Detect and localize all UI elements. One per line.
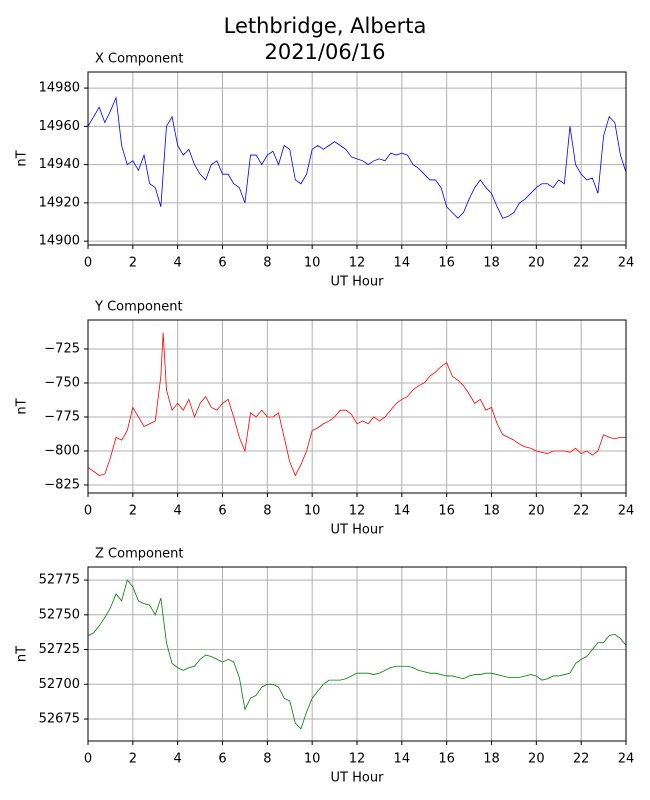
x-tick-label: 18 <box>483 504 500 519</box>
x-axis-label: UT Hour <box>331 523 385 538</box>
x-tick-label: 16 <box>438 256 455 271</box>
x-tick-label: 2 <box>129 504 137 519</box>
y-tick-label: 52675 <box>39 712 80 727</box>
x-tick-label: 6 <box>218 256 226 271</box>
x-tick-label: 4 <box>174 504 182 519</box>
x-tick-label: 8 <box>263 752 271 767</box>
y-tick-label: 52700 <box>39 677 80 692</box>
y-tick-label: −750 <box>44 375 80 390</box>
y-tick-label: 52725 <box>39 642 80 657</box>
x-tick-label: 4 <box>174 752 182 767</box>
x-tick-label: 16 <box>438 504 455 519</box>
x-tick-label: 4 <box>174 256 182 271</box>
y-tick-label: −825 <box>44 477 80 492</box>
x-tick-label: 20 <box>528 752 545 767</box>
figure-title: Lethbridge, Alberta <box>224 14 427 38</box>
y-tick-label: 14920 <box>39 195 80 210</box>
x-axis-label: UT Hour <box>331 771 385 786</box>
x-tick-label: 2 <box>129 752 137 767</box>
panel-title: Y Component <box>94 300 183 315</box>
panel-title: X Component <box>95 52 184 67</box>
x-tick-label: 0 <box>84 752 92 767</box>
y-tick-label: 14940 <box>39 157 80 172</box>
panel-title: Z Component <box>95 547 184 562</box>
y-tick-label: 52750 <box>39 607 80 622</box>
x-tick-label: 0 <box>84 256 92 271</box>
x-tick-label: 12 <box>349 504 366 519</box>
x-tick-label: 14 <box>394 504 411 519</box>
x-tick-label: 8 <box>263 504 271 519</box>
x-tick-label: 22 <box>573 752 590 767</box>
x-tick-label: 6 <box>218 752 226 767</box>
x-tick-label: 10 <box>304 752 321 767</box>
data-line <box>87 96 627 219</box>
x-axis-label: UT Hour <box>331 275 385 290</box>
x-tick-label: 22 <box>573 256 590 271</box>
data-line <box>87 332 626 477</box>
x-tick-label: 18 <box>483 256 500 271</box>
x-tick-label: 2 <box>129 256 137 271</box>
x-tick-label: 20 <box>528 256 545 271</box>
x-tick-label: 12 <box>349 752 366 767</box>
y-tick-label: 14980 <box>39 81 80 96</box>
x-tick-label: 10 <box>304 256 321 271</box>
y-axis-label: nT <box>15 646 30 662</box>
x-tick-label: 6 <box>218 504 226 519</box>
x-tick-label: 8 <box>263 256 271 271</box>
plot-frame <box>87 319 627 494</box>
x-tick-label: 24 <box>618 504 635 519</box>
x-tick-label: 14 <box>394 256 411 271</box>
plot-frame <box>87 566 627 742</box>
x-tick-label: 14 <box>394 752 411 767</box>
y-tick-label: 14960 <box>39 119 80 134</box>
x-tick-label: 20 <box>528 504 545 519</box>
x-tick-label: 10 <box>304 504 321 519</box>
y-tick-label: −775 <box>44 409 80 424</box>
y-tick-label: 52775 <box>39 573 80 588</box>
x-tick-label: 24 <box>618 256 635 271</box>
x-tick-label: 22 <box>573 504 590 519</box>
x-tick-label: 0 <box>84 504 92 519</box>
x-tick-label: 18 <box>483 752 500 767</box>
x-tick-label: 16 <box>438 752 455 767</box>
y-tick-label: −800 <box>44 443 80 458</box>
data-line <box>87 579 627 730</box>
figure-subtitle: 2021/06/16 <box>264 40 385 64</box>
x-tick-label: 24 <box>618 752 635 767</box>
x-tick-label: 12 <box>349 256 366 271</box>
y-axis-label: nT <box>15 398 30 414</box>
y-tick-label: 14900 <box>39 234 80 249</box>
plot-frame <box>87 71 627 246</box>
y-tick-label: −725 <box>44 341 80 356</box>
y-axis-label: nT <box>15 150 30 166</box>
